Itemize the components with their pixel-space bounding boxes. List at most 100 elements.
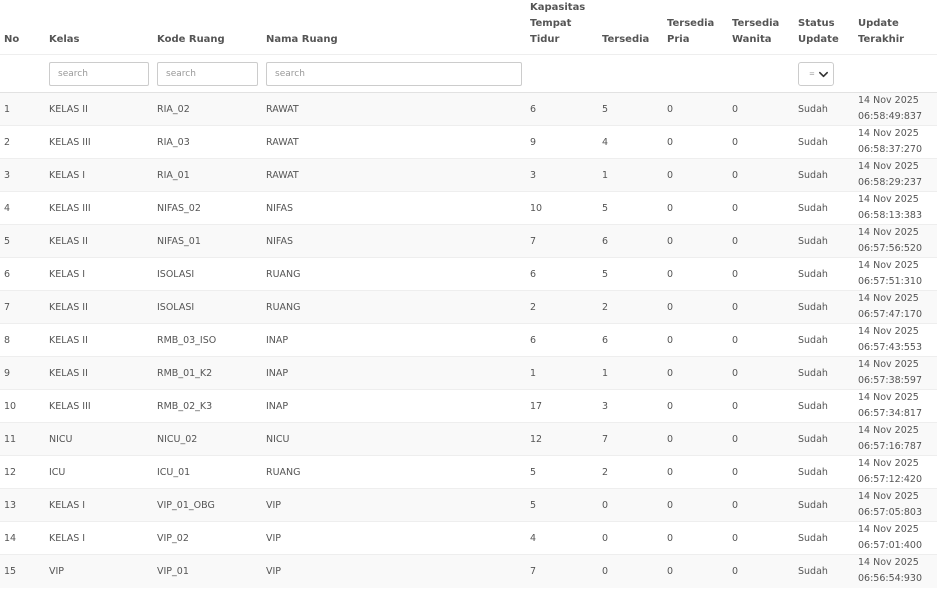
column-header-kelas[interactable]: Kelas xyxy=(45,0,153,55)
cell-no: 15 xyxy=(0,554,45,588)
cell-no: 1 xyxy=(0,92,45,126)
cell-kode-ruang: ICU_01 xyxy=(153,455,262,489)
cell-kapasitas: 4 xyxy=(526,521,598,555)
header-label-line: Tersedia xyxy=(667,18,715,29)
update-date: 14 Nov 2025 xyxy=(858,491,919,502)
update-date: 14 Nov 2025 xyxy=(858,128,919,139)
cell-tersedia: 6 xyxy=(598,224,663,258)
cell-kode-ruang: NICU_02 xyxy=(153,422,262,456)
cell-update-terakhir: 14 Nov 2025 06:57:47:170 xyxy=(854,290,937,324)
update-time: 06:57:38:597 xyxy=(858,375,922,386)
table-row[interactable]: 10 KELAS III RMB_02_K3 INAP 17 3 0 0 Sudah 14 Nov… xyxy=(0,389,937,423)
cell-kode-ruang: ISOLASI xyxy=(153,290,262,324)
update-time: 06:56:54:930 xyxy=(858,573,922,585)
cell-tersedia-pria: 0 xyxy=(663,554,728,588)
header-label-line: Tersedia xyxy=(732,18,780,29)
update-time: 06:58:13:383 xyxy=(858,210,922,221)
cell-update-terakhir: 14 Nov 2025 06:57:01:400 xyxy=(854,521,937,555)
cell-no: 5 xyxy=(0,224,45,258)
cell-status-update: Sudah xyxy=(794,125,854,159)
table-row[interactable]: 6 KELAS I ISOLASI RUANG 6 5 0 0 Sudah 14 Nov 2025… xyxy=(0,257,937,291)
cell-kode-ruang: VIP_01 xyxy=(153,554,262,588)
table-row[interactable]: 14 KELAS I VIP_02 VIP 4 0 0 0 Sudah 14 Nov 2025 06… xyxy=(0,521,937,555)
cell-tersedia: 1 xyxy=(598,356,663,390)
cell-update-terakhir: 14 Nov 2025 06:57:43:553 xyxy=(854,323,937,357)
cell-tersedia: 1 xyxy=(598,158,663,192)
column-header-kode-ruang[interactable]: Kode Ruang xyxy=(153,0,262,55)
header-label-line: Update xyxy=(798,34,839,45)
table-row[interactable]: 3 KELAS I RIA_01 RAWAT 3 1 0 0 Sudah 14 Nov 2025 0… xyxy=(0,158,937,192)
cell-tersedia: 3 xyxy=(598,389,663,423)
table-row[interactable]: 13 KELAS I VIP_01_OBG VIP 5 0 0 0 Sudah 14 Nov 20… xyxy=(0,488,937,522)
cell-kode-ruang: RIA_03 xyxy=(153,125,262,159)
column-header-tersedia-wanita[interactable]: Tersedia Wanita xyxy=(728,0,794,55)
cell-kelas: VIP xyxy=(45,554,153,588)
cell-kode-ruang: NIFAS_01 xyxy=(153,224,262,258)
cell-kapasitas: 6 xyxy=(526,92,598,126)
table-row[interactable]: 1 KELAS II RIA_02 RAWAT 6 5 0 0 Sudah 14 Nov 2025… xyxy=(0,92,937,126)
nama-ruang-search-input[interactable] xyxy=(266,61,522,86)
cell-nama-ruang: VIP xyxy=(262,554,526,588)
cell-nama-ruang: NIFAS xyxy=(262,191,526,225)
update-time: 06:57:12:420 xyxy=(858,474,922,485)
update-time: 06:57:56:520 xyxy=(858,243,922,254)
cell-kapasitas: 7 xyxy=(526,224,598,258)
column-header-no[interactable]: No xyxy=(0,0,45,55)
cell-update-terakhir: 14 Nov 2025 06:57:34:817 xyxy=(854,389,937,423)
cell-tersedia-wanita: 0 xyxy=(728,422,794,456)
cell-tersedia-pria: 0 xyxy=(663,224,728,258)
table-row[interactable]: 12 ICU ICU_01 RUANG 5 2 0 0 Sudah 14 Nov 2025 06:5… xyxy=(0,455,937,489)
cell-kapasitas: 5 xyxy=(526,455,598,489)
kode-ruang-search-input[interactable] xyxy=(157,61,258,86)
update-time: 06:58:29:237 xyxy=(858,177,922,188)
update-date: 14 Nov 2025 xyxy=(858,227,919,238)
cell-kode-ruang: NIFAS_02 xyxy=(153,191,262,225)
cell-tersedia-pria: 0 xyxy=(663,356,728,390)
cell-nama-ruang: NIFAS xyxy=(262,224,526,258)
update-time: 06:57:47:170 xyxy=(858,309,922,320)
cell-status-update: Sudah xyxy=(794,554,854,588)
table-row[interactable]: 4 KELAS III NIFAS_02 NIFAS 10 5 0 0 Sudah 14 Nov … xyxy=(0,191,937,225)
update-date: 14 Nov 2025 xyxy=(858,359,919,370)
kelas-search-input[interactable] xyxy=(49,61,149,86)
cell-nama-ruang: RUANG xyxy=(262,455,526,489)
cell-kelas: KELAS II xyxy=(45,224,153,258)
cell-no: 3 xyxy=(0,158,45,192)
cell-nama-ruang: INAP xyxy=(262,356,526,390)
update-date: 14 Nov 2025 xyxy=(858,161,919,172)
cell-update-terakhir: 14 Nov 2025 06:58:29:237 xyxy=(854,158,937,192)
cell-kelas: KELAS II xyxy=(45,356,153,390)
table-row[interactable]: 9 KELAS II RMB_01_K2 INAP 1 1 0 0 Sudah 14 Nov 20… xyxy=(0,356,937,390)
cell-nama-ruang: RAWAT xyxy=(262,92,526,126)
column-header-nama-ruang[interactable]: Nama Ruang xyxy=(262,0,526,55)
cell-tersedia: 2 xyxy=(598,290,663,324)
status-filter-select[interactable]: = xyxy=(798,62,834,86)
header-label-line: Pria xyxy=(667,34,690,45)
column-header-tersedia-pria[interactable]: Tersedia Pria xyxy=(663,0,728,55)
column-header-tersedia[interactable]: Tersedia xyxy=(598,0,663,55)
cell-kelas: KELAS II xyxy=(45,290,153,324)
update-time: 06:57:05:803 xyxy=(858,507,922,518)
column-header-update-terakhir[interactable]: Update Terakhir xyxy=(854,0,937,55)
cell-tersedia-pria: 0 xyxy=(663,323,728,357)
cell-kelas: KELAS I xyxy=(45,158,153,192)
cell-tersedia-wanita: 0 xyxy=(728,257,794,291)
header-label-line: Terakhir xyxy=(858,34,905,45)
cell-status-update: Sudah xyxy=(794,191,854,225)
cell-tersedia: 6 xyxy=(598,323,663,357)
column-header-status-update[interactable]: Status Update xyxy=(794,0,854,55)
column-header-kapasitas[interactable]: Kapasitas Tempat Tidur xyxy=(526,0,598,55)
table-row[interactable]: 11 NICU NICU_02 NICU 12 7 0 0 Sudah 14 Nov 2025 06… xyxy=(0,422,937,456)
table-row[interactable]: 5 KELAS II NIFAS_01 NIFAS 7 6 0 0 Sudah 14 Nov 20… xyxy=(0,224,937,258)
update-date: 14 Nov 2025 xyxy=(858,326,919,337)
table-row[interactable]: 2 KELAS III RIA_03 RAWAT 9 4 0 0 Sudah 14 Nov 202… xyxy=(0,125,937,159)
table-row[interactable]: 7 KELAS II ISOLASI RUANG 2 2 0 0 Sudah 14 Nov 202… xyxy=(0,290,937,324)
table-row[interactable]: 15 VIP VIP_01 VIP 7 0 0 0 Sudah 14 Nov 2025 06:56:… xyxy=(0,554,937,588)
cell-tersedia-pria: 0 xyxy=(663,455,728,489)
cell-kode-ruang: RMB_01_K2 xyxy=(153,356,262,390)
cell-nama-ruang: RAWAT xyxy=(262,125,526,159)
header-label-line: Tidur xyxy=(530,34,560,45)
cell-nama-ruang: INAP xyxy=(262,323,526,357)
cell-update-terakhir: 14 Nov 2025 06:58:37:270 xyxy=(854,125,937,159)
table-row[interactable]: 8 KELAS II RMB_03_ISO INAP 6 6 0 0 Sudah 14 Nov 2… xyxy=(0,323,937,357)
